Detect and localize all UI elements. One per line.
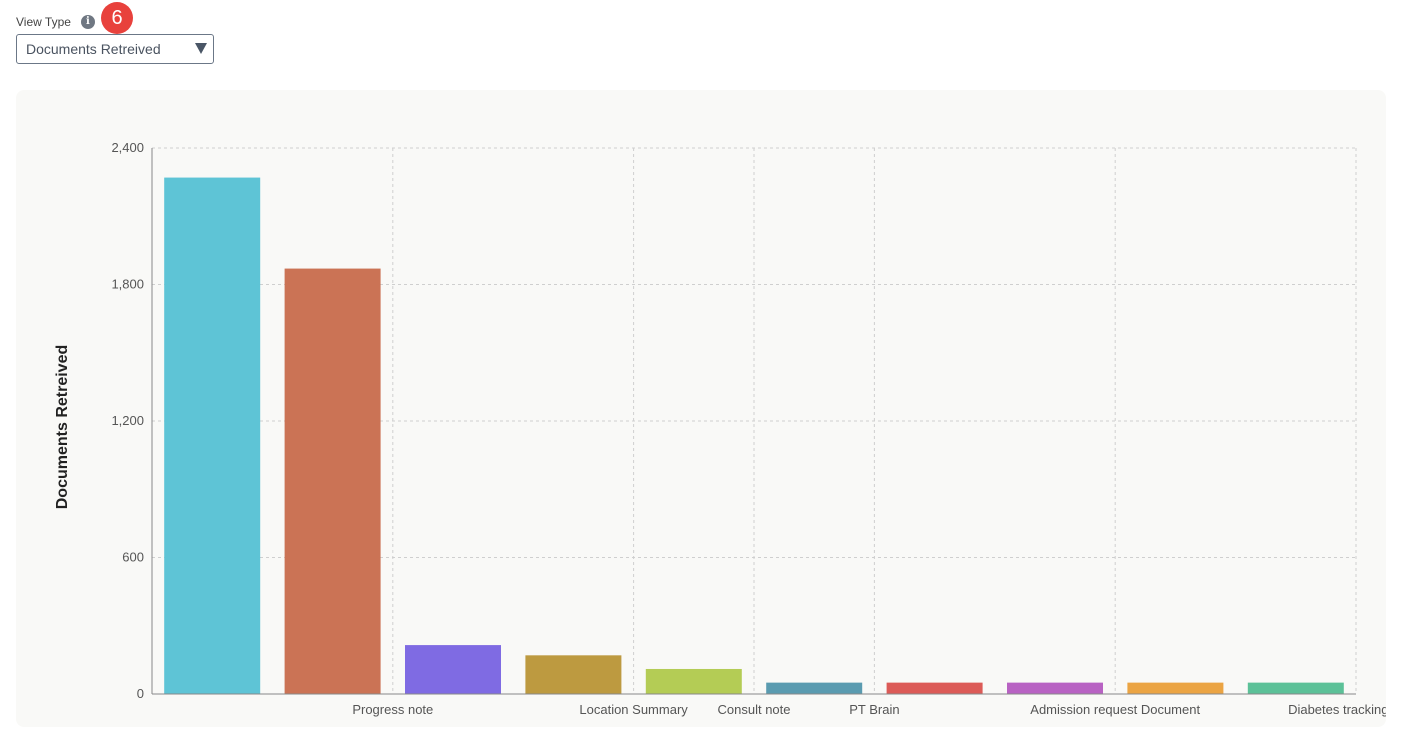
view-type-selected-value: Documents Retreived (26, 41, 161, 57)
info-icon[interactable]: i (80, 15, 95, 29)
bar (525, 655, 622, 694)
x-tick-label: Progress note (352, 702, 433, 717)
y-tick-label: 1,200 (111, 413, 144, 428)
view-type-select[interactable]: Documents Retreived (16, 34, 214, 64)
x-tick-label: PT Brain (849, 702, 899, 717)
x-tick-label: Diabetes tracking panel (1288, 702, 1386, 717)
y-tick-label: 2,400 (111, 140, 144, 155)
chart-card: 0 600 1,200 1,800 2,400 Progress note Location… (16, 90, 1386, 727)
bar (1007, 682, 1103, 694)
y-tick-label: 0 (137, 686, 144, 701)
bar (886, 682, 983, 694)
bar (766, 682, 863, 694)
view-type-label-row: View Type i (16, 12, 95, 32)
dropdown-arrow-icon (195, 43, 207, 54)
bar (645, 668, 742, 694)
bar (1247, 682, 1344, 694)
x-tick-label: Consult note (718, 702, 791, 717)
bar (284, 268, 381, 694)
step-badge: 6 (101, 2, 133, 34)
y-tick-label: 600 (122, 550, 144, 565)
bar-chart: 0 600 1,200 1,800 2,400 Progress note Location… (54, 140, 1386, 717)
x-tick-label: Admission request Document (1030, 702, 1200, 717)
y-axis-label: Documents Retreived (54, 345, 71, 510)
view-type-label: View Type (16, 15, 71, 29)
bar (405, 645, 501, 694)
y-tick-label: 1,800 (111, 277, 144, 292)
x-tick-label: Location Summary (579, 702, 688, 717)
bar (1127, 682, 1224, 694)
bar (164, 177, 261, 694)
